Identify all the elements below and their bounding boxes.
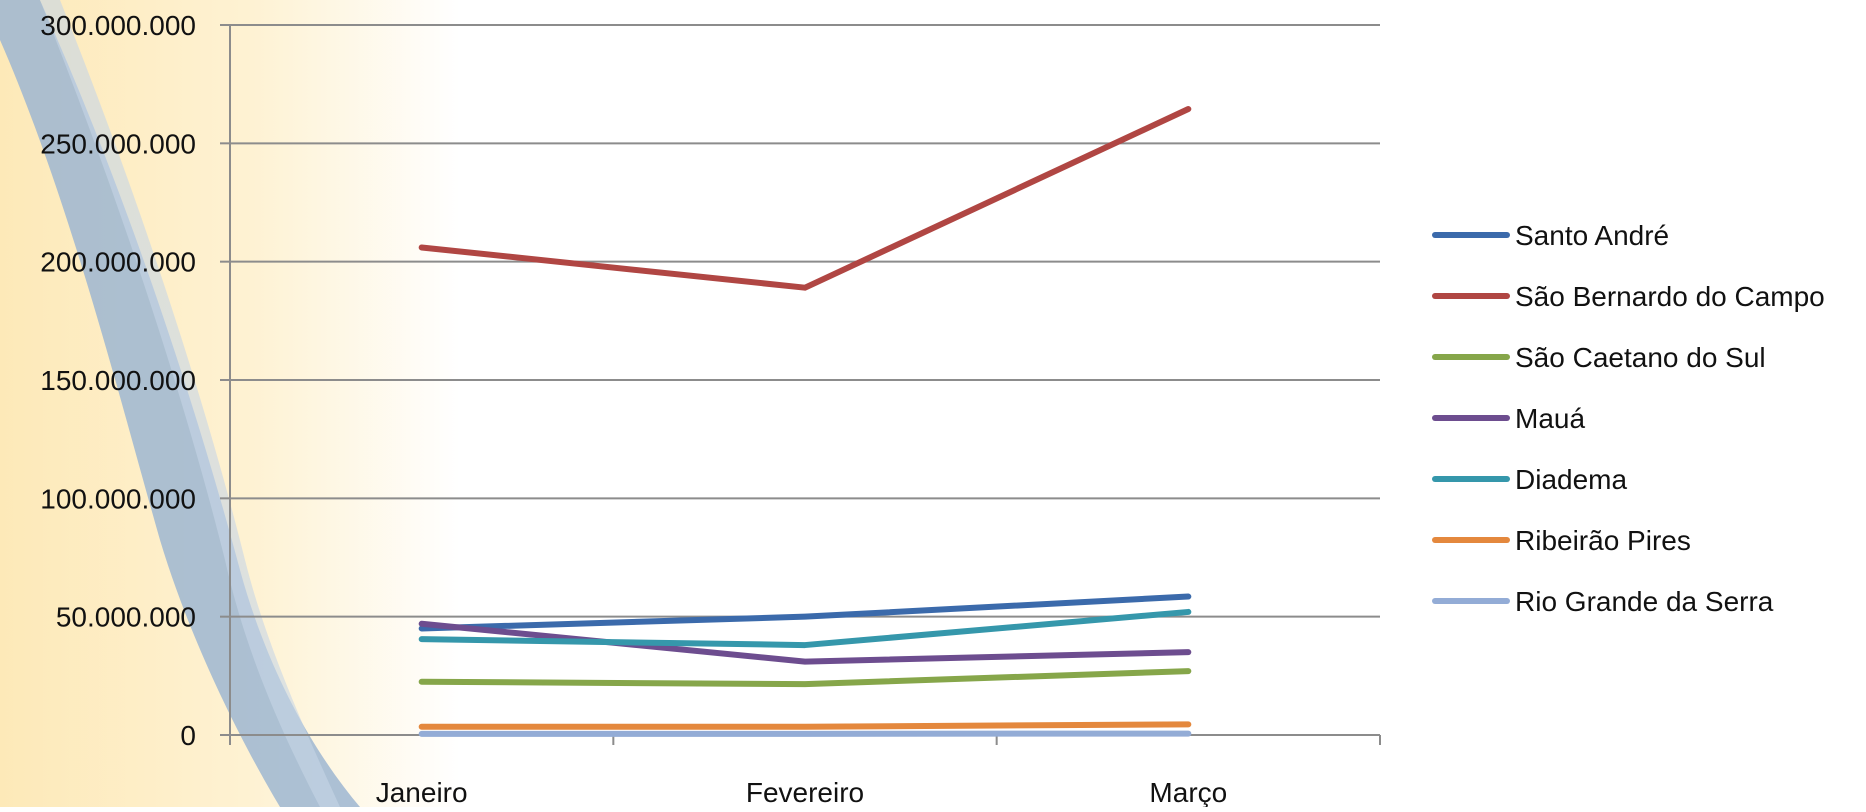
legend-label: Ribeirão Pires: [1515, 525, 1691, 556]
legend-label: Diadema: [1515, 464, 1627, 495]
y-axis-tick-labels: 0 50.000.000 100.000.000 150.000.000 200.000…: [40, 10, 196, 751]
legend-label: Santo André: [1515, 220, 1669, 251]
axes: [220, 25, 1380, 745]
y-tick-label: 200.000.000: [40, 247, 196, 278]
y-tick-label: 300.000.000: [40, 10, 196, 41]
x-axis-tick-labels: Janeiro Fevereiro Março: [376, 777, 1227, 807]
legend-label: São Bernardo do Campo: [1515, 281, 1825, 312]
y-tick-label: 150.000.000: [40, 365, 196, 396]
y-tick-label: 250.000.000: [40, 128, 196, 159]
gridlines: [230, 25, 1380, 617]
series-line-5: [422, 724, 1189, 726]
legend: Santo André São Bernardo do Campo São Caet…: [1435, 220, 1825, 617]
y-tick-label: 100.000.000: [40, 483, 196, 514]
x-tick-label: Janeiro: [376, 777, 468, 807]
x-tick-label: Fevereiro: [746, 777, 864, 807]
legend-label: São Caetano do Sul: [1515, 342, 1766, 373]
legend-label: Rio Grande da Serra: [1515, 586, 1774, 617]
x-tick-label: Março: [1149, 777, 1227, 807]
series-lines: [422, 109, 1189, 734]
legend-label: Mauá: [1515, 403, 1585, 434]
y-tick-label: 50.000.000: [56, 602, 196, 633]
y-tick-label: 0: [180, 720, 196, 751]
series-line-2: [422, 671, 1189, 684]
